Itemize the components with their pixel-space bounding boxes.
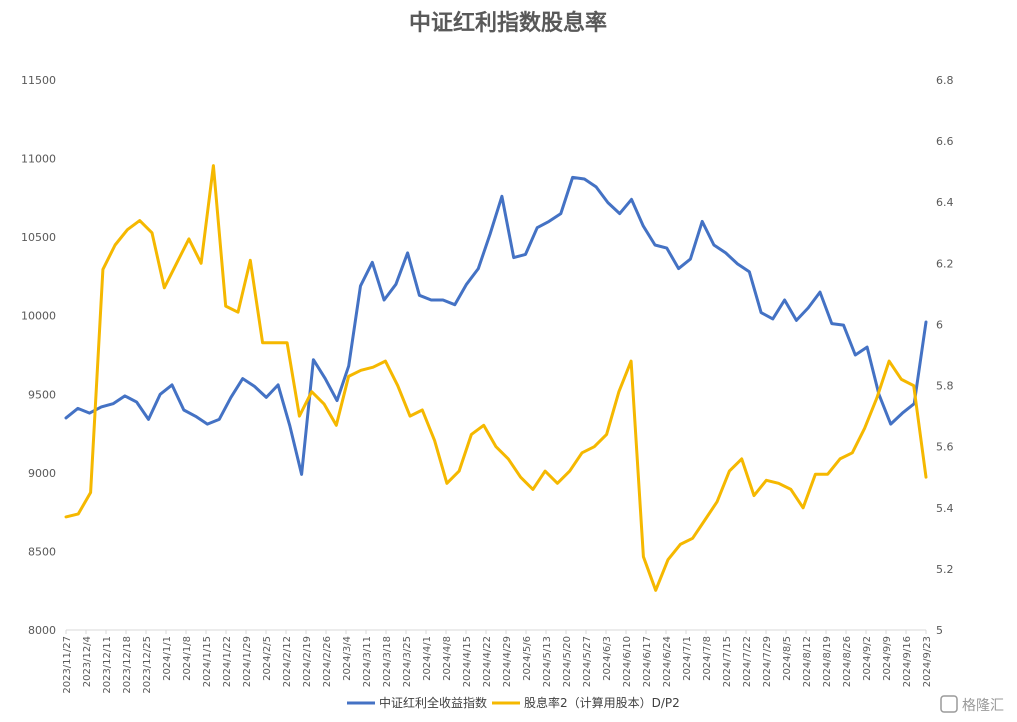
x-axis-tick-label: 2024/1/29 (242, 636, 253, 687)
right-axis-tick-label: 5.4 (936, 502, 954, 515)
left-axis-tick-label: 8000 (28, 624, 56, 637)
x-axis-tick-label: 2024/2/5 (262, 636, 273, 681)
x-axis-tick-label: 2024/2/19 (302, 636, 313, 687)
right-axis-tick-label: 6 (936, 318, 943, 331)
x-axis-tick-label: 2024/4/22 (482, 636, 493, 687)
x-axis-tick-label: 2024/6/3 (602, 636, 613, 681)
x-axis-tick-label: 2024/3/4 (342, 636, 353, 681)
right-axis-tick-label: 5 (936, 624, 943, 637)
x-axis-tick-label: 2024/7/15 (722, 636, 733, 687)
chart-title: 中证红利指数股息率 (409, 10, 607, 36)
x-axis-tick-label: 2023/12/25 (142, 636, 153, 694)
x-axis-tick-label: 2024/5/20 (562, 636, 573, 687)
x-axis-tick-label: 2024/9/16 (902, 636, 913, 687)
left-axis-tick-label: 9000 (28, 467, 56, 480)
x-axis-tick-label: 2024/2/26 (322, 636, 333, 687)
series-line-yield (64, 164, 928, 592)
x-axis-tick-label: 2024/1/1 (162, 636, 173, 681)
x-axis-tick-label: 2024/4/1 (422, 636, 433, 681)
right-axis-tick-label: 6.4 (936, 196, 954, 209)
x-axis-tick-label: 2024/5/13 (542, 636, 553, 687)
x-axis-tick-label: 2024/9/2 (862, 636, 873, 681)
x-axis-tick-label: 2024/6/24 (662, 636, 673, 687)
x-axis-tick-label: 2024/3/18 (382, 636, 393, 687)
left-axis-tick-label: 11000 (21, 153, 56, 166)
x-axis-tick-label: 2024/8/19 (822, 636, 833, 687)
x-axis-tick-label: 2023/12/18 (122, 636, 133, 694)
left-axis-tick-label: 8500 (28, 545, 56, 558)
x-axis-ticks: 2023/11/27 2023/12/4 2023/12/11 2023/12/18 2… (62, 630, 933, 694)
x-axis-tick-label: 2024/5/27 (582, 636, 593, 687)
x-axis-tick-label: 2024/4/29 (502, 636, 513, 687)
right-axis-tick-label: 5.2 (936, 563, 954, 576)
x-axis-tick-label: 2024/1/15 (202, 636, 213, 687)
x-axis-tick-label: 2024/3/11 (362, 636, 373, 687)
series-line-index (64, 175, 928, 476)
x-axis-tick-label: 2024/6/17 (642, 636, 653, 687)
right-axis-tick-label: 6.8 (936, 74, 954, 87)
x-axis-tick-label: 2024/7/8 (702, 636, 713, 681)
left-axis-tick-label: 10000 (21, 310, 56, 323)
x-axis-tick-label: 2024/8/12 (802, 636, 813, 687)
x-axis-tick-label: 2024/5/6 (522, 636, 533, 681)
x-axis-tick-label: 2024/8/26 (842, 636, 853, 687)
x-axis-tick-label: 2024/1/22 (222, 636, 233, 687)
watermark: 格隆汇 (940, 695, 1004, 714)
x-axis-tick-label: 2024/9/9 (882, 636, 893, 681)
series-group (64, 164, 928, 592)
left-axis-tick-label: 9500 (28, 388, 56, 401)
left-axis-ticks: 8000 8500 9000 9500 10000 10500 11000 11500 (21, 74, 56, 637)
x-axis-tick-label: 2024/3/25 (402, 636, 413, 687)
right-axis-tick-label: 5.8 (936, 380, 954, 393)
legend: 中证红利全收益指数 股息率2（计算用股本）D/P2 (347, 695, 680, 710)
x-axis-tick-label: 2024/8/5 (782, 636, 793, 681)
x-axis-tick-label: 2023/11/27 (62, 636, 73, 694)
right-axis-tick-label: 6.6 (936, 135, 954, 148)
legend-label-yield: 股息率2（计算用股本）D/P2 (524, 695, 680, 710)
left-axis-tick-label: 11500 (21, 74, 56, 87)
watermark-logo-icon (940, 695, 958, 713)
legend-label-index: 中证红利全收益指数 (379, 695, 487, 710)
x-axis-tick-label: 2023/12/11 (102, 636, 113, 694)
watermark-text: 格隆汇 (962, 698, 1004, 714)
x-axis-tick-label: 2024/4/15 (462, 636, 473, 687)
right-axis-tick-label: 5.6 (936, 441, 954, 454)
right-axis-tick-label: 6.2 (936, 257, 954, 270)
x-axis-tick-label: 2024/7/1 (682, 636, 693, 681)
x-axis-tick-label: 2024/1/8 (182, 636, 193, 681)
right-axis-ticks: 5 5.2 5.4 5.6 5.8 6 6.2 6.4 6.6 6.8 (936, 74, 954, 637)
x-axis-tick-label: 2024/7/22 (742, 636, 753, 687)
x-axis-tick-label: 2024/2/12 (282, 636, 293, 687)
x-axis-tick-label: 2024/9/23 (922, 636, 933, 687)
x-axis-tick-label: 2024/6/10 (622, 636, 633, 687)
x-axis-tick-label: 2024/7/29 (762, 636, 773, 687)
x-axis-tick-label: 2024/4/8 (442, 636, 453, 681)
left-axis-tick-label: 10500 (21, 231, 56, 244)
x-axis-tick-label: 2023/12/4 (82, 636, 93, 687)
